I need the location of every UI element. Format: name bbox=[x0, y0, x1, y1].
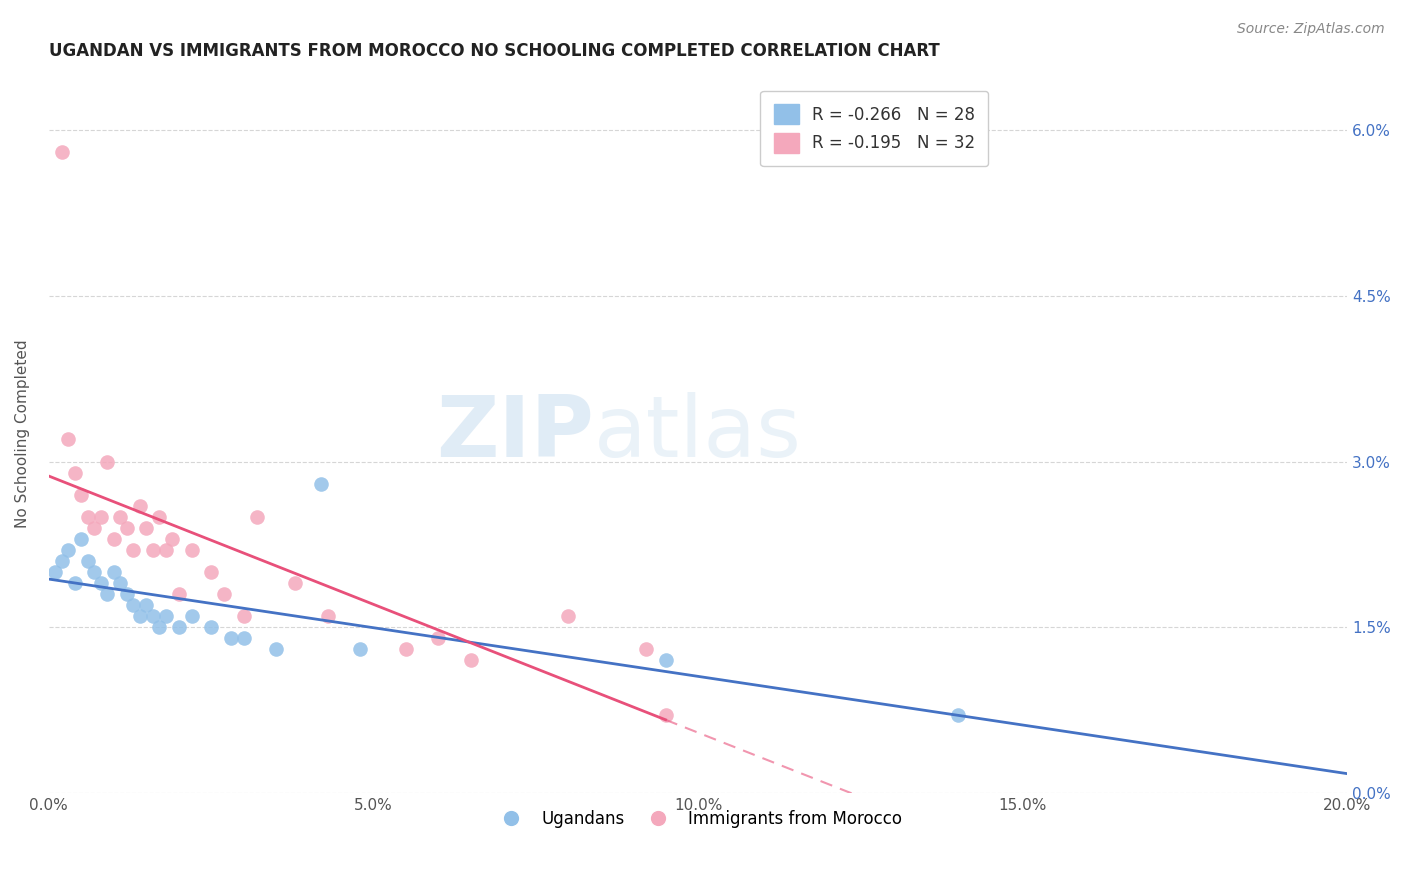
Point bbox=[245, 509, 267, 524]
Point bbox=[115, 521, 138, 535]
Point bbox=[232, 609, 254, 624]
Point bbox=[51, 554, 73, 568]
Point bbox=[122, 542, 145, 557]
Text: ZIP: ZIP bbox=[436, 392, 595, 475]
Point bbox=[96, 587, 118, 601]
Point bbox=[232, 631, 254, 645]
Point bbox=[76, 509, 98, 524]
Point bbox=[51, 145, 73, 160]
Point bbox=[148, 509, 170, 524]
Legend: Ugandans, Immigrants from Morocco: Ugandans, Immigrants from Morocco bbox=[488, 803, 908, 835]
Point bbox=[316, 609, 339, 624]
Point bbox=[103, 565, 125, 579]
Point bbox=[167, 620, 190, 634]
Point bbox=[142, 609, 165, 624]
Point bbox=[115, 587, 138, 601]
Point bbox=[108, 509, 131, 524]
Point bbox=[264, 642, 287, 657]
Text: UGANDAN VS IMMIGRANTS FROM MOROCCO NO SCHOOLING COMPLETED CORRELATION CHART: UGANDAN VS IMMIGRANTS FROM MOROCCO NO SC… bbox=[49, 42, 939, 60]
Point bbox=[58, 542, 80, 557]
Point bbox=[44, 565, 66, 579]
Point bbox=[155, 609, 177, 624]
Point bbox=[219, 631, 242, 645]
Point bbox=[427, 631, 450, 645]
Point bbox=[349, 642, 371, 657]
Point bbox=[63, 576, 86, 591]
Point bbox=[70, 532, 93, 546]
Point bbox=[148, 620, 170, 634]
Point bbox=[128, 609, 150, 624]
Point bbox=[180, 542, 202, 557]
Point bbox=[200, 620, 222, 634]
Point bbox=[395, 642, 418, 657]
Text: Source: ZipAtlas.com: Source: ZipAtlas.com bbox=[1237, 22, 1385, 37]
Point bbox=[58, 433, 80, 447]
Point bbox=[103, 532, 125, 546]
Y-axis label: No Schooling Completed: No Schooling Completed bbox=[15, 340, 30, 528]
Point bbox=[108, 576, 131, 591]
Point bbox=[460, 653, 482, 667]
Point bbox=[90, 509, 112, 524]
Text: atlas: atlas bbox=[595, 392, 803, 475]
Point bbox=[63, 466, 86, 480]
Point bbox=[128, 499, 150, 513]
Point bbox=[142, 542, 165, 557]
Point bbox=[636, 642, 658, 657]
Point bbox=[96, 454, 118, 468]
Point bbox=[946, 708, 969, 723]
Point bbox=[212, 587, 235, 601]
Point bbox=[160, 532, 183, 546]
Point bbox=[122, 598, 145, 612]
Point bbox=[311, 476, 333, 491]
Point bbox=[654, 708, 676, 723]
Point bbox=[70, 488, 93, 502]
Point bbox=[90, 576, 112, 591]
Point bbox=[180, 609, 202, 624]
Point bbox=[83, 521, 105, 535]
Point bbox=[135, 521, 157, 535]
Point bbox=[284, 576, 307, 591]
Point bbox=[83, 565, 105, 579]
Point bbox=[167, 587, 190, 601]
Point bbox=[557, 609, 579, 624]
Point bbox=[135, 598, 157, 612]
Point bbox=[654, 653, 676, 667]
Point bbox=[200, 565, 222, 579]
Point bbox=[155, 542, 177, 557]
Point bbox=[76, 554, 98, 568]
